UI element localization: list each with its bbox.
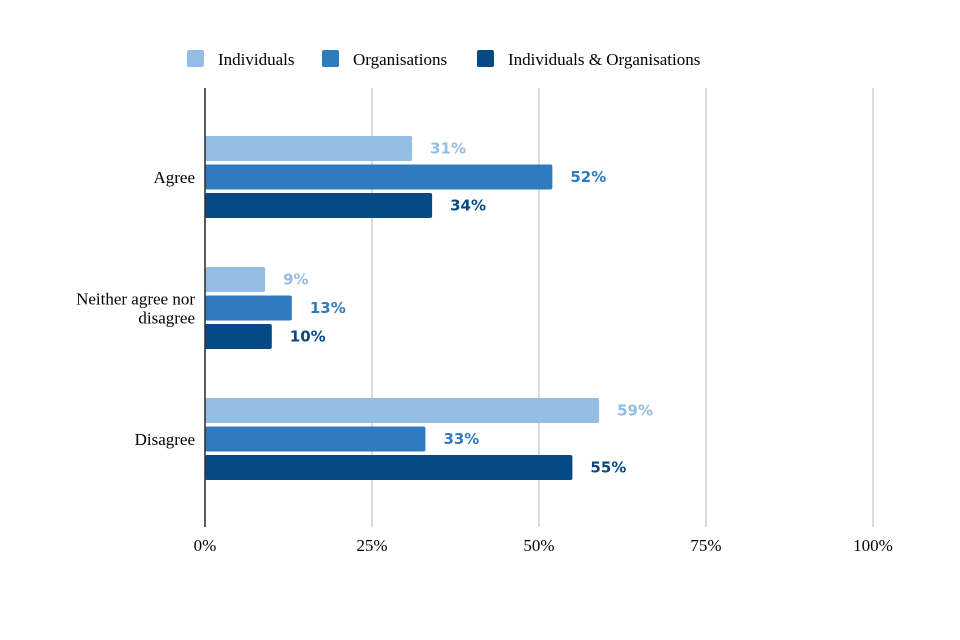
bar <box>205 324 272 349</box>
category-label: Disagree <box>135 430 195 449</box>
legend-label: Organisations <box>353 50 447 69</box>
data-label: 34% <box>450 197 486 215</box>
bar <box>205 164 553 190</box>
category-label: Agree <box>153 168 195 187</box>
x-tick-label: 25% <box>356 536 387 555</box>
x-tick-labels: 0% 25% 50% 75% 100% <box>194 536 893 555</box>
bar <box>205 136 413 161</box>
gridlines <box>371 88 874 527</box>
legend-label: Individuals <box>218 50 295 69</box>
bar <box>205 398 600 423</box>
legend-swatch <box>187 50 204 67</box>
data-label: 52% <box>570 168 606 186</box>
x-tick-label: 100% <box>853 536 893 555</box>
x-tick-label: 75% <box>690 536 721 555</box>
bar <box>205 426 426 452</box>
category-label: Neither agree nor disagree <box>76 290 195 328</box>
data-label: 9% <box>283 271 308 289</box>
legend-swatch <box>477 50 494 67</box>
data-label: 55% <box>590 459 626 477</box>
legend-swatch <box>322 50 339 67</box>
legend-item: Individuals & Organisations <box>477 50 700 69</box>
bar <box>205 267 266 292</box>
x-tick-label: 50% <box>523 536 554 555</box>
data-label: 10% <box>290 328 326 346</box>
data-label: 31% <box>430 140 466 158</box>
bars: 31% 52% 34% 9%13% 10% 59% 33% 55% <box>205 136 653 480</box>
legend-item: Individuals <box>187 50 295 69</box>
legend: Individuals Organisations Individuals & Or… <box>187 50 700 69</box>
bar <box>205 193 433 218</box>
category-labels: Agree Neither agree nor disagree Disagree <box>76 168 195 449</box>
legend-item: Organisations <box>322 50 447 69</box>
data-label: 59% <box>617 402 653 420</box>
data-label: 13% <box>310 299 346 317</box>
x-tick-label: 0% <box>194 536 217 555</box>
bar <box>205 295 292 321</box>
legend-label: Individuals & Organisations <box>508 50 700 69</box>
bar <box>205 455 573 480</box>
data-label: 33% <box>443 430 479 448</box>
